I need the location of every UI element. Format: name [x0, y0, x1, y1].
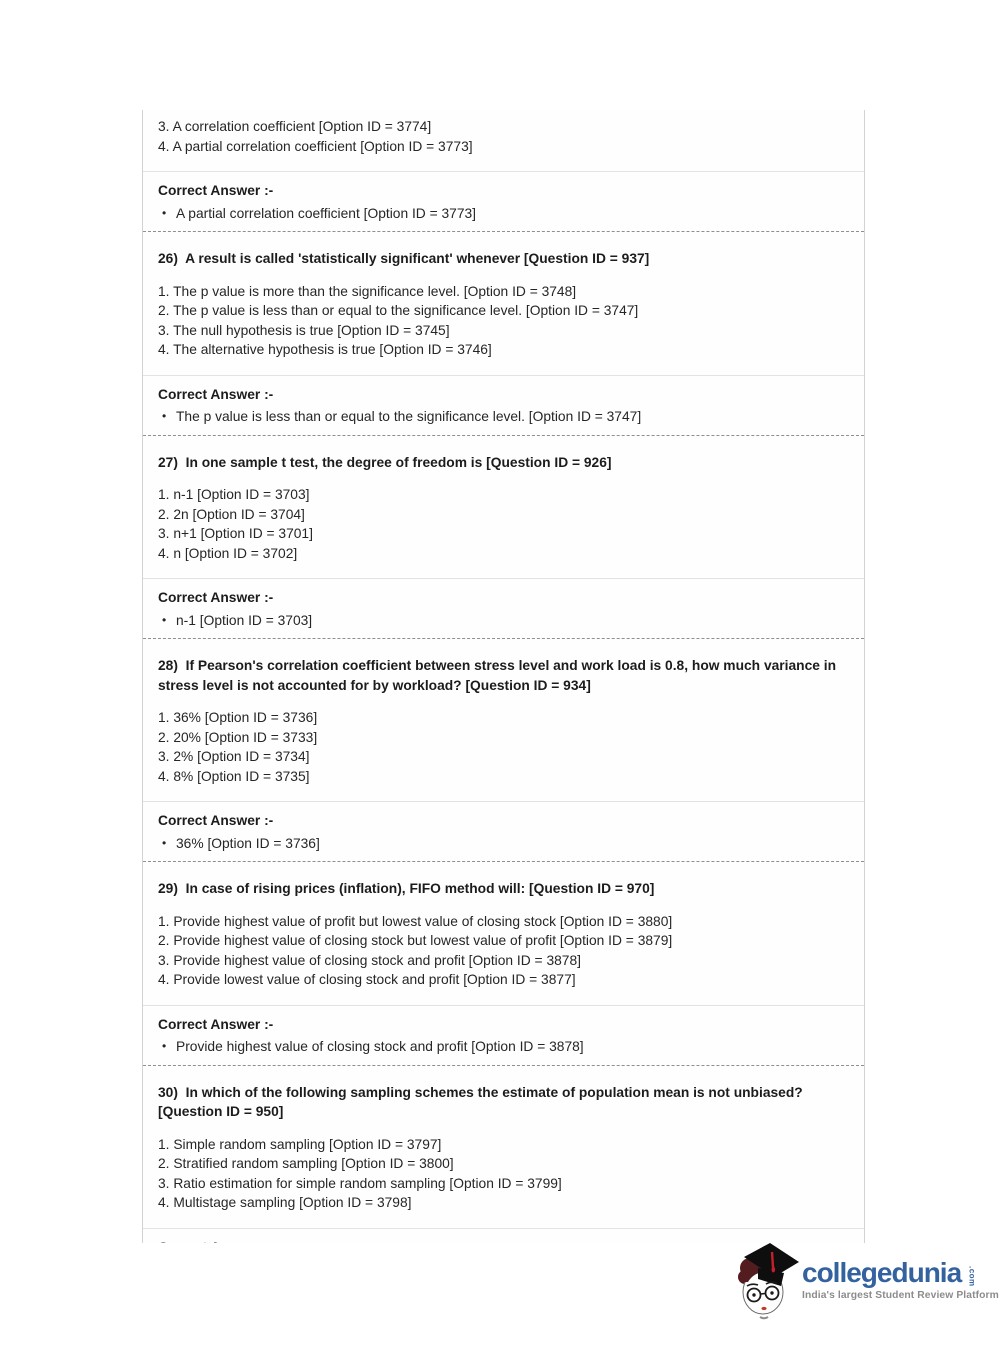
correct-answer-label: Correct Answer :- — [158, 1016, 274, 1032]
option-item: 1. Simple random sampling [Option ID = 3… — [158, 1136, 442, 1152]
option-item: 4. A partial correlation coefficient [Op… — [158, 138, 473, 154]
option-item: 4. Multistage sampling [Option ID = 3798… — [158, 1195, 412, 1210]
brand-tagline: India's largest Student Review Platform — [802, 1290, 999, 1301]
brand-name: collegedunia — [802, 1257, 962, 1288]
brand-suffix: .com — [967, 1266, 977, 1287]
correct-answer-label: Correct Answer :- — [158, 183, 274, 198]
option-item: 4. n [Option ID = 3702] — [158, 545, 298, 561]
option-item: 3. n+1 [Option ID = 3701] — [158, 526, 313, 541]
question-header: 27) In one sample t test, the degree of … — [158, 454, 612, 470]
question-block-29: 29) In case of rising prices (inflation)… — [143, 879, 864, 1066]
option-item: 2. 2n [Option ID = 3704] — [158, 506, 305, 522]
dashed-separator — [143, 861, 864, 862]
correct-answer-text: A partial correlation coefficient [Optio… — [176, 205, 477, 221]
logo-text: collegedunia .com India's largest Studen… — [802, 1242, 999, 1302]
question-header: 28) If Pearson's correlation coefficient… — [158, 658, 840, 693]
answer-divider — [143, 578, 864, 579]
option-item: 3. 2% [Option ID = 3734] — [158, 749, 310, 764]
answer-divider — [143, 374, 864, 376]
option-item: 1. n-1 [Option ID = 3703] — [158, 487, 310, 502]
option-item: 4. The alternative hypothesis is true [O… — [158, 342, 492, 357]
question-header: 26) A result is called 'statistically si… — [158, 251, 650, 266]
question-block-30: 30) In which of the following sampling s… — [143, 1083, 864, 1244]
option-item: 4. 8% [Option ID = 3735] — [158, 768, 310, 784]
option-item: 3. A correlation coefficient [Option ID … — [158, 119, 432, 134]
bullet-icon: • — [162, 835, 167, 850]
correct-answer-item: • A partial correlation coefficient [Opt… — [158, 204, 849, 224]
correct-answer-text: The p value is less than or equal to the… — [176, 409, 642, 424]
correct-answer-text: n-1 [Option ID = 3703] — [176, 612, 313, 628]
bullet-icon: • — [162, 1039, 167, 1053]
question-header: 29) In case of rising prices (inflation)… — [158, 881, 655, 896]
option-item: 1. The p value is more than the signific… — [158, 283, 577, 299]
option-item: 2. 20% [Option ID = 3733] — [158, 729, 318, 745]
bullet-icon: • — [162, 205, 167, 220]
bullet-icon: • — [162, 612, 167, 627]
question-header: 30) In which of the following sampling s… — [158, 1084, 807, 1120]
option-item: 1. 36% [Option ID = 3736] — [158, 710, 318, 725]
collegedunia-logo: collegedunia .com India's largest Studen… — [736, 1242, 999, 1320]
option-item: 3. Ratio estimation for simple random sa… — [158, 1175, 562, 1191]
answer-divider — [143, 1227, 864, 1229]
dashed-separator — [143, 434, 864, 436]
correct-answer-label: Correct Answer :- — [158, 813, 274, 828]
correct-answer-text: Provide highest value of closing stock a… — [176, 1039, 584, 1054]
dashed-separator — [143, 638, 864, 639]
bullet-icon: • — [162, 409, 167, 423]
correct-answer-item: • The p value is less than or equal to t… — [158, 407, 849, 427]
correct-answer-item: • 36% [Option ID = 3736] — [158, 834, 849, 854]
option-item: 3. Provide highest value of closing stoc… — [158, 952, 581, 968]
answer-divider — [143, 171, 864, 172]
collegedunia-mascot-icon — [738, 1243, 799, 1320]
correct-answer-label: Correct Answer :- — [158, 590, 274, 605]
correct-answer-text: 36% [Option ID = 3736] — [176, 835, 320, 851]
option-item: 3. The null hypothesis is true [Option I… — [158, 322, 450, 338]
answer-divider — [143, 1004, 864, 1006]
question-block-26: 26) A result is called 'statistically si… — [143, 249, 864, 436]
dashed-separator — [143, 1064, 864, 1066]
partial-question-block: 3. A correlation coefficient [Option ID … — [143, 116, 864, 232]
correct-answer-label: Correct Answer :- — [158, 386, 274, 402]
correct-answer-item: • Provide highest value of closing stock… — [158, 1037, 849, 1057]
correct-answer-label: Correct Answer :- — [158, 1229, 849, 1244]
question-block-27: 27) In one sample t test, the degree of … — [143, 453, 864, 639]
option-item: 4. Provide lowest value of closing stock… — [158, 972, 576, 987]
question-block-28: 28) If Pearson's correlation coefficient… — [143, 656, 864, 862]
option-item: 2. Stratified random sampling [Option ID… — [158, 1156, 454, 1171]
correct-answer-item: • n-1 [Option ID = 3703] — [158, 611, 849, 631]
dashed-separator — [143, 231, 864, 232]
option-item: 2. The p value is less than or equal to … — [158, 303, 639, 318]
answer-divider — [143, 801, 864, 802]
option-item: 2. Provide highest value of closing stoc… — [158, 933, 673, 948]
option-item: 1. Provide highest value of profit but l… — [158, 913, 673, 929]
question-paper-sheet: 3. A correlation coefficient [Option ID … — [142, 110, 865, 1243]
